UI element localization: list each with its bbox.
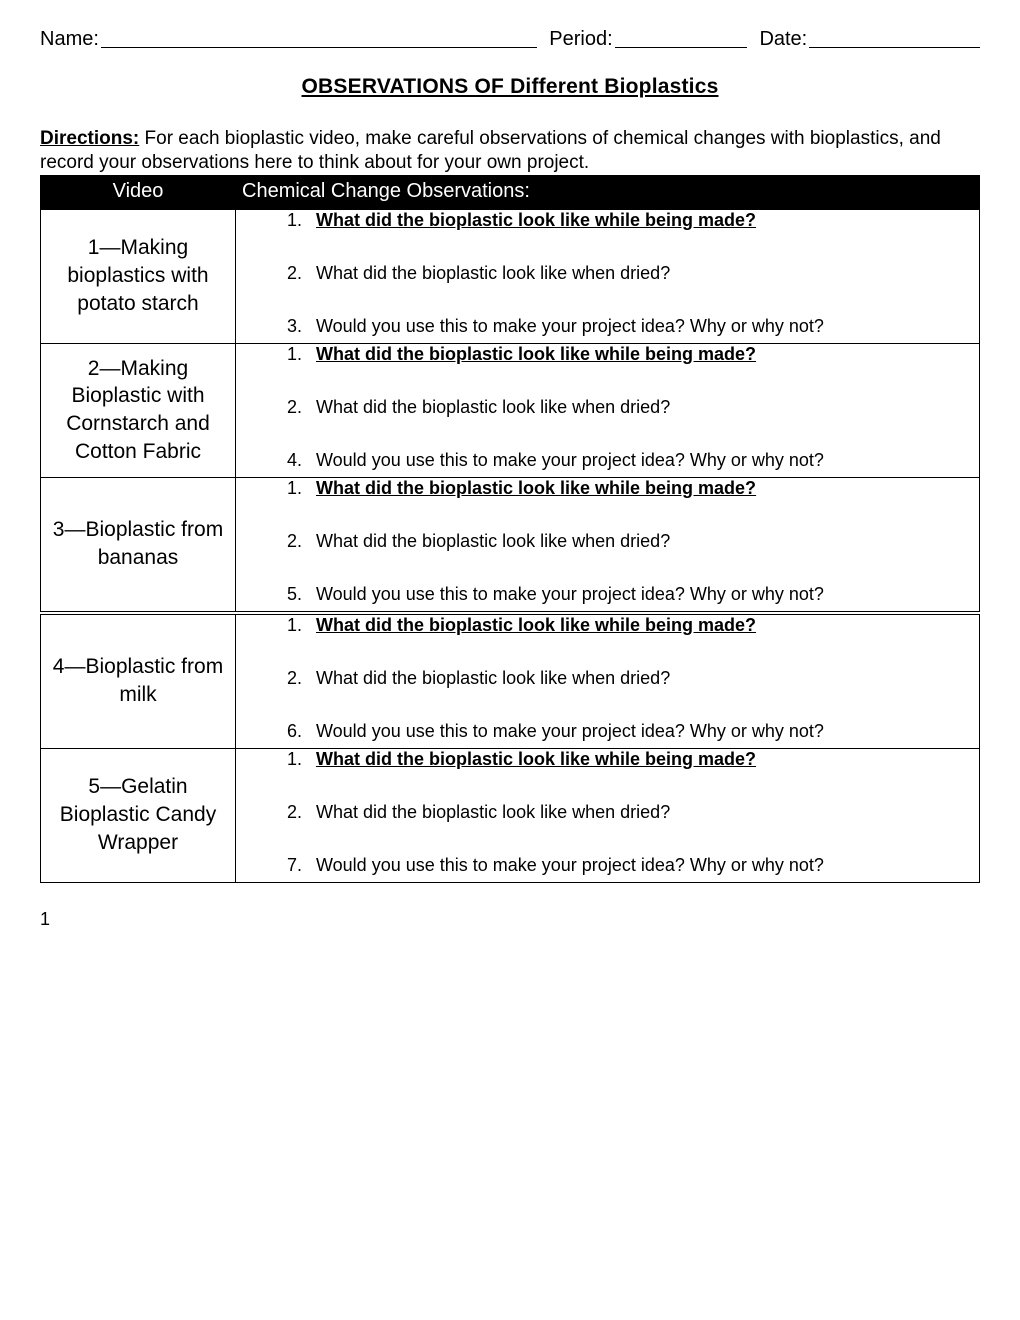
question-number: 7.	[276, 855, 302, 876]
question-number: 2.	[276, 263, 302, 284]
observations-cell: 1. What did the bioplastic look like whil…	[236, 477, 980, 613]
video-title-cell: 5—Gelatin Bioplastic Candy Wrapper	[41, 748, 236, 882]
video-title-cell: 1—Making bioplastics with potato starch	[41, 209, 236, 343]
directions-text: For each bioplastic video, make careful …	[40, 128, 941, 173]
page-title: OBSERVATIONS OF Different Bioplastics	[40, 75, 980, 99]
name-label: Name:	[40, 28, 99, 51]
directions: Directions: For each bioplastic video, m…	[40, 127, 980, 175]
question-item: 7. Would you use this to make your projec…	[276, 855, 979, 876]
question-number: 1.	[276, 749, 302, 770]
question-text: What did the bioplastic look like when d…	[316, 531, 670, 552]
question-item: 3. Would you use this to make your projec…	[276, 316, 979, 337]
question-text: Would you use this to make your project …	[316, 316, 824, 337]
period-input-line[interactable]	[615, 25, 748, 48]
table-row: 4—Bioplastic from milk 1. What did the bio…	[41, 613, 980, 749]
question-number: 2.	[276, 668, 302, 689]
period-label: Period:	[549, 28, 612, 51]
worksheet-page: Name: Period: Date: OBSERVATIONS OF Diff…	[0, 0, 1020, 950]
observations-cell: 1. What did the bioplastic look like whil…	[236, 343, 980, 477]
question-number: 6.	[276, 721, 302, 742]
observations-cell: 1. What did the bioplastic look like whil…	[236, 209, 980, 343]
video-title-cell: 3—Bioplastic from bananas	[41, 477, 236, 613]
question-item: 1. What did the bioplastic look like whil…	[276, 615, 979, 636]
question-item: 2. What did the bioplastic look like when…	[276, 397, 979, 418]
question-text: What did the bioplastic look like while …	[316, 749, 756, 770]
table-row: 3—Bioplastic from bananas 1. What did the …	[41, 477, 980, 613]
header-fields: Name: Period: Date:	[40, 28, 980, 51]
question-text: What did the bioplastic look like while …	[316, 210, 756, 231]
video-title-cell: 4—Bioplastic from milk	[41, 613, 236, 749]
col-header-observations: Chemical Change Observations:	[236, 175, 980, 209]
page-number: 1	[40, 909, 980, 930]
video-title-cell: 2—Making Bioplastic with Cornstarch and …	[41, 343, 236, 477]
col-header-video: Video	[41, 175, 236, 209]
question-number: 1.	[276, 478, 302, 499]
question-number: 2.	[276, 397, 302, 418]
question-item: 2. What did the bioplastic look like when…	[276, 263, 979, 284]
question-text: Would you use this to make your project …	[316, 450, 824, 471]
question-text: What did the bioplastic look like when d…	[316, 263, 670, 284]
observations-table: Video Chemical Change Observations: 1—Ma…	[40, 175, 980, 883]
question-text: Would you use this to make your project …	[316, 721, 824, 742]
question-text: What did the bioplastic look like while …	[316, 615, 756, 636]
question-number: 5.	[276, 584, 302, 605]
observations-cell: 1. What did the bioplastic look like whil…	[236, 613, 980, 749]
question-item: 1. What did the bioplastic look like whil…	[276, 344, 979, 365]
question-text: What did the bioplastic look like when d…	[316, 802, 670, 823]
question-text: What did the bioplastic look like while …	[316, 478, 756, 499]
question-item: 1. What did the bioplastic look like whil…	[276, 210, 979, 231]
table-row: 2—Making Bioplastic with Cornstarch and …	[41, 343, 980, 477]
question-number: 2.	[276, 802, 302, 823]
question-item: 1. What did the bioplastic look like whil…	[276, 478, 979, 499]
question-item: 2. What did the bioplastic look like when…	[276, 668, 979, 689]
question-text: Would you use this to make your project …	[316, 584, 824, 605]
question-number: 1.	[276, 344, 302, 365]
date-label: Date:	[759, 28, 807, 51]
question-text: What did the bioplastic look like while …	[316, 344, 756, 365]
question-number: 4.	[276, 450, 302, 471]
question-number: 2.	[276, 531, 302, 552]
question-number: 1.	[276, 615, 302, 636]
question-text: Would you use this to make your project …	[316, 855, 824, 876]
question-item: 5. Would you use this to make your projec…	[276, 584, 979, 605]
directions-label: Directions:	[40, 128, 139, 149]
question-text: What did the bioplastic look like when d…	[316, 397, 670, 418]
question-item: 4. Would you use this to make your projec…	[276, 450, 979, 471]
date-input-line[interactable]	[809, 25, 980, 48]
question-item: 2. What did the bioplastic look like when…	[276, 531, 979, 552]
table-row: 1—Making bioplastics with potato starch 1…	[41, 209, 980, 343]
question-item: 1. What did the bioplastic look like whil…	[276, 749, 979, 770]
observations-cell: 1. What did the bioplastic look like whil…	[236, 748, 980, 882]
question-item: 2. What did the bioplastic look like when…	[276, 802, 979, 823]
question-item: 6. Would you use this to make your projec…	[276, 721, 979, 742]
question-number: 1.	[276, 210, 302, 231]
name-input-line[interactable]	[101, 25, 537, 48]
question-number: 3.	[276, 316, 302, 337]
question-text: What did the bioplastic look like when d…	[316, 668, 670, 689]
table-row: 5—Gelatin Bioplastic Candy Wrapper 1. What…	[41, 748, 980, 882]
